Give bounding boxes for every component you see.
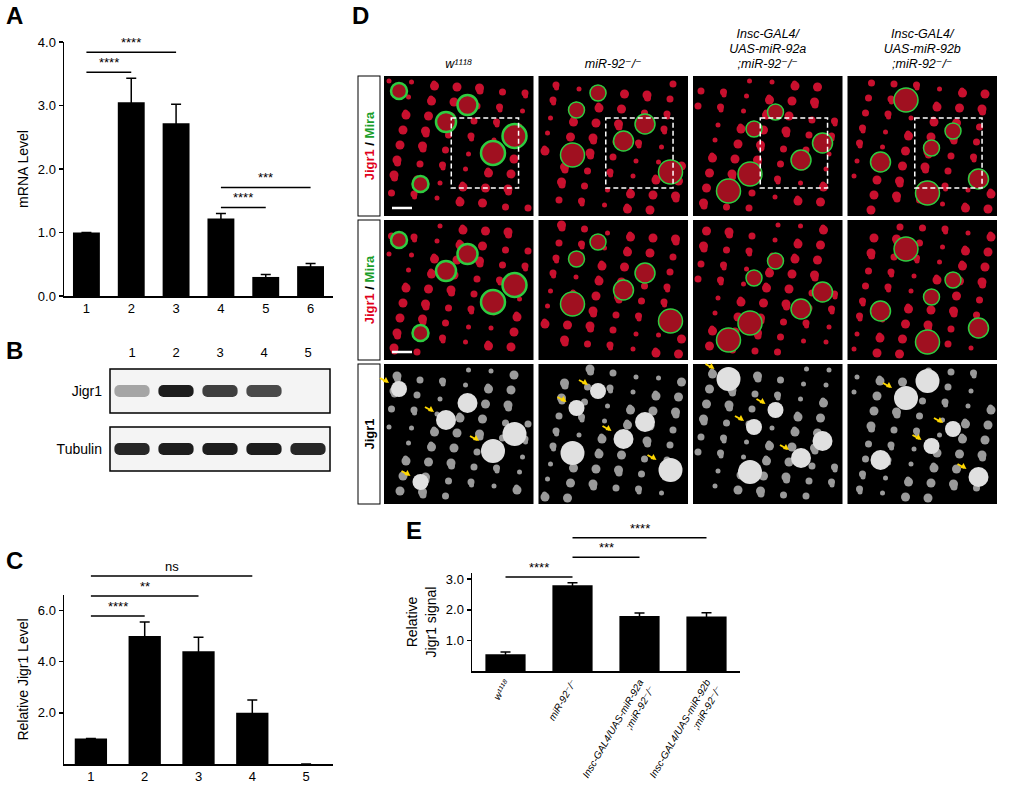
svg-text:Insc-GAL4/UAS-miR-92b;miR-92⁻/: Insc-GAL4/UAS-miR-92b;miR-92⁻/⁻ bbox=[647, 677, 724, 786]
html-text:E: E bbox=[406, 517, 422, 544]
svg-text:****: **** bbox=[233, 190, 253, 205]
html-text:C: C bbox=[6, 547, 24, 574]
svg-text:2.0: 2.0 bbox=[38, 705, 56, 720]
svg-text:UAS-miR-92a: UAS-miR-92a bbox=[729, 42, 806, 56]
svg-text:3: 3 bbox=[172, 301, 179, 316]
svg-text:****: **** bbox=[121, 35, 141, 50]
svg-text:1: 1 bbox=[128, 345, 135, 360]
svg-text:**: ** bbox=[140, 579, 150, 594]
svg-text:4.0: 4.0 bbox=[38, 654, 56, 669]
svg-text:2: 2 bbox=[172, 345, 179, 360]
svg-text:3.0: 3.0 bbox=[446, 572, 464, 587]
svg-text:;miR-92⁻/⁻: ;miR-92⁻/⁻ bbox=[738, 57, 798, 71]
svg-text:2: 2 bbox=[141, 769, 148, 784]
svg-text:ns: ns bbox=[165, 559, 179, 574]
svg-text:Insc-GAL4/: Insc-GAL4/ bbox=[891, 27, 955, 41]
html-text:A: A bbox=[6, 2, 24, 29]
svg-text:Jigr1: Jigr1 bbox=[362, 418, 377, 449]
svg-text:2.0: 2.0 bbox=[38, 162, 56, 177]
svg-text:Insc-GAL4/: Insc-GAL4/ bbox=[736, 27, 800, 41]
svg-text:w¹¹¹⁸: w¹¹¹⁸ bbox=[491, 678, 511, 702]
svg-text:Jigr1 / Mira: Jigr1 / Mira bbox=[362, 111, 377, 180]
svg-text:6.0: 6.0 bbox=[38, 603, 56, 618]
svg-text:w¹¹¹⁸: w¹¹¹⁸ bbox=[445, 57, 472, 71]
svg-text:3: 3 bbox=[195, 769, 202, 784]
svg-text:mRNA Level: mRNA Level bbox=[15, 130, 31, 208]
svg-text:2: 2 bbox=[128, 301, 135, 316]
svg-text:1.0: 1.0 bbox=[446, 633, 464, 648]
svg-text:****: **** bbox=[99, 55, 119, 70]
svg-text:miR-92⁻/⁻: miR-92⁻/⁻ bbox=[585, 57, 642, 71]
svg-text:RelativeJigr1 signal: RelativeJigr1 signal bbox=[404, 587, 438, 658]
svg-text:6: 6 bbox=[307, 301, 314, 316]
svg-text:****: **** bbox=[630, 521, 650, 536]
svg-text:4: 4 bbox=[260, 345, 267, 360]
svg-text:Jigr1 / Mira: Jigr1 / Mira bbox=[362, 255, 377, 324]
svg-text:5: 5 bbox=[302, 769, 309, 784]
svg-text:4.0: 4.0 bbox=[38, 35, 56, 50]
svg-text:2.0: 2.0 bbox=[446, 602, 464, 617]
html-text:D: D bbox=[352, 2, 370, 29]
svg-text:****: **** bbox=[108, 599, 128, 614]
svg-text:***: *** bbox=[599, 540, 614, 555]
svg-text:UAS-miR-92b: UAS-miR-92b bbox=[884, 42, 961, 56]
html-text:B: B bbox=[6, 337, 24, 364]
svg-text:;miR-92⁻/⁻: ;miR-92⁻/⁻ bbox=[892, 57, 952, 71]
svg-text:Insc-GAL4/UAS-miR-92a;miR-92⁻/: Insc-GAL4/UAS-miR-92a;miR-92⁻/⁻ bbox=[580, 677, 657, 786]
svg-text:miR-92⁻/⁻: miR-92⁻/⁻ bbox=[546, 678, 578, 723]
svg-text:3.0: 3.0 bbox=[38, 98, 56, 113]
svg-text:***: *** bbox=[258, 170, 273, 185]
svg-text:1: 1 bbox=[83, 301, 90, 316]
svg-text:5: 5 bbox=[262, 301, 269, 316]
svg-text:0.0: 0.0 bbox=[38, 289, 56, 304]
svg-text:4: 4 bbox=[217, 301, 224, 316]
svg-text:3: 3 bbox=[216, 345, 223, 360]
svg-text:****: **** bbox=[529, 560, 549, 575]
svg-text:1.0: 1.0 bbox=[38, 225, 56, 240]
svg-text:Tubulin: Tubulin bbox=[57, 441, 102, 457]
svg-text:Jigr1: Jigr1 bbox=[72, 383, 103, 399]
svg-text:Relative Jigr1 Level: Relative Jigr1 Level bbox=[15, 618, 31, 740]
svg-text:5: 5 bbox=[304, 345, 311, 360]
svg-text:4: 4 bbox=[249, 769, 256, 784]
svg-text:1: 1 bbox=[87, 769, 94, 784]
